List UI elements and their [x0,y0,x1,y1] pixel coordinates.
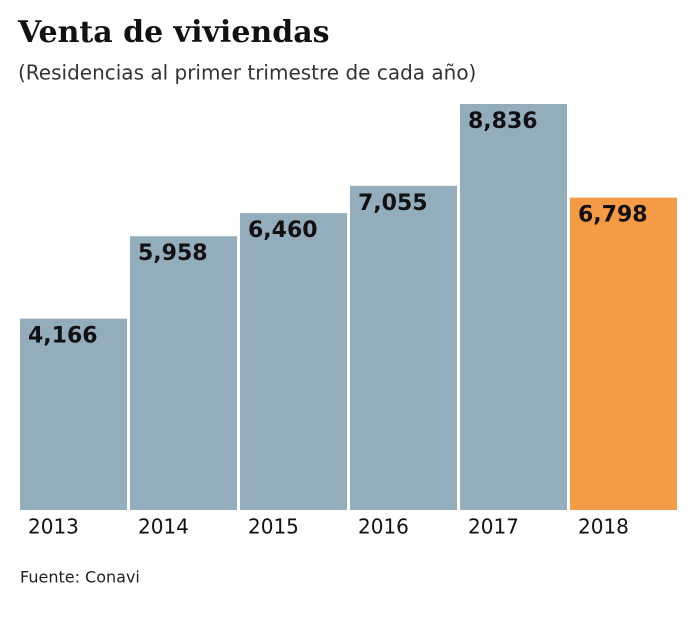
value-label: 5,958 [138,241,208,266]
source-note: Fuente: Conavi [20,568,140,587]
value-label: 4,166 [28,324,98,349]
x-tick-label: 2015 [248,515,299,539]
chart-title: Venta de viviendas [17,15,330,50]
bar [20,318,127,510]
x-tick-label: 2018 [578,515,629,539]
value-label: 6,460 [248,218,318,243]
chart-subtitle: (Residencias al primer trimestre de cada… [18,61,476,85]
bar [570,197,677,510]
bar [350,185,457,510]
bar [240,213,347,510]
bar [130,236,237,510]
x-tick-label: 2013 [28,515,79,539]
bar [460,104,567,510]
x-tick-label: 2016 [358,515,409,539]
x-tick-label: 2014 [138,515,189,539]
value-label: 8,836 [468,109,538,134]
value-label: 6,798 [578,203,648,228]
value-label: 7,055 [358,191,428,216]
x-tick-label: 2017 [468,515,519,539]
